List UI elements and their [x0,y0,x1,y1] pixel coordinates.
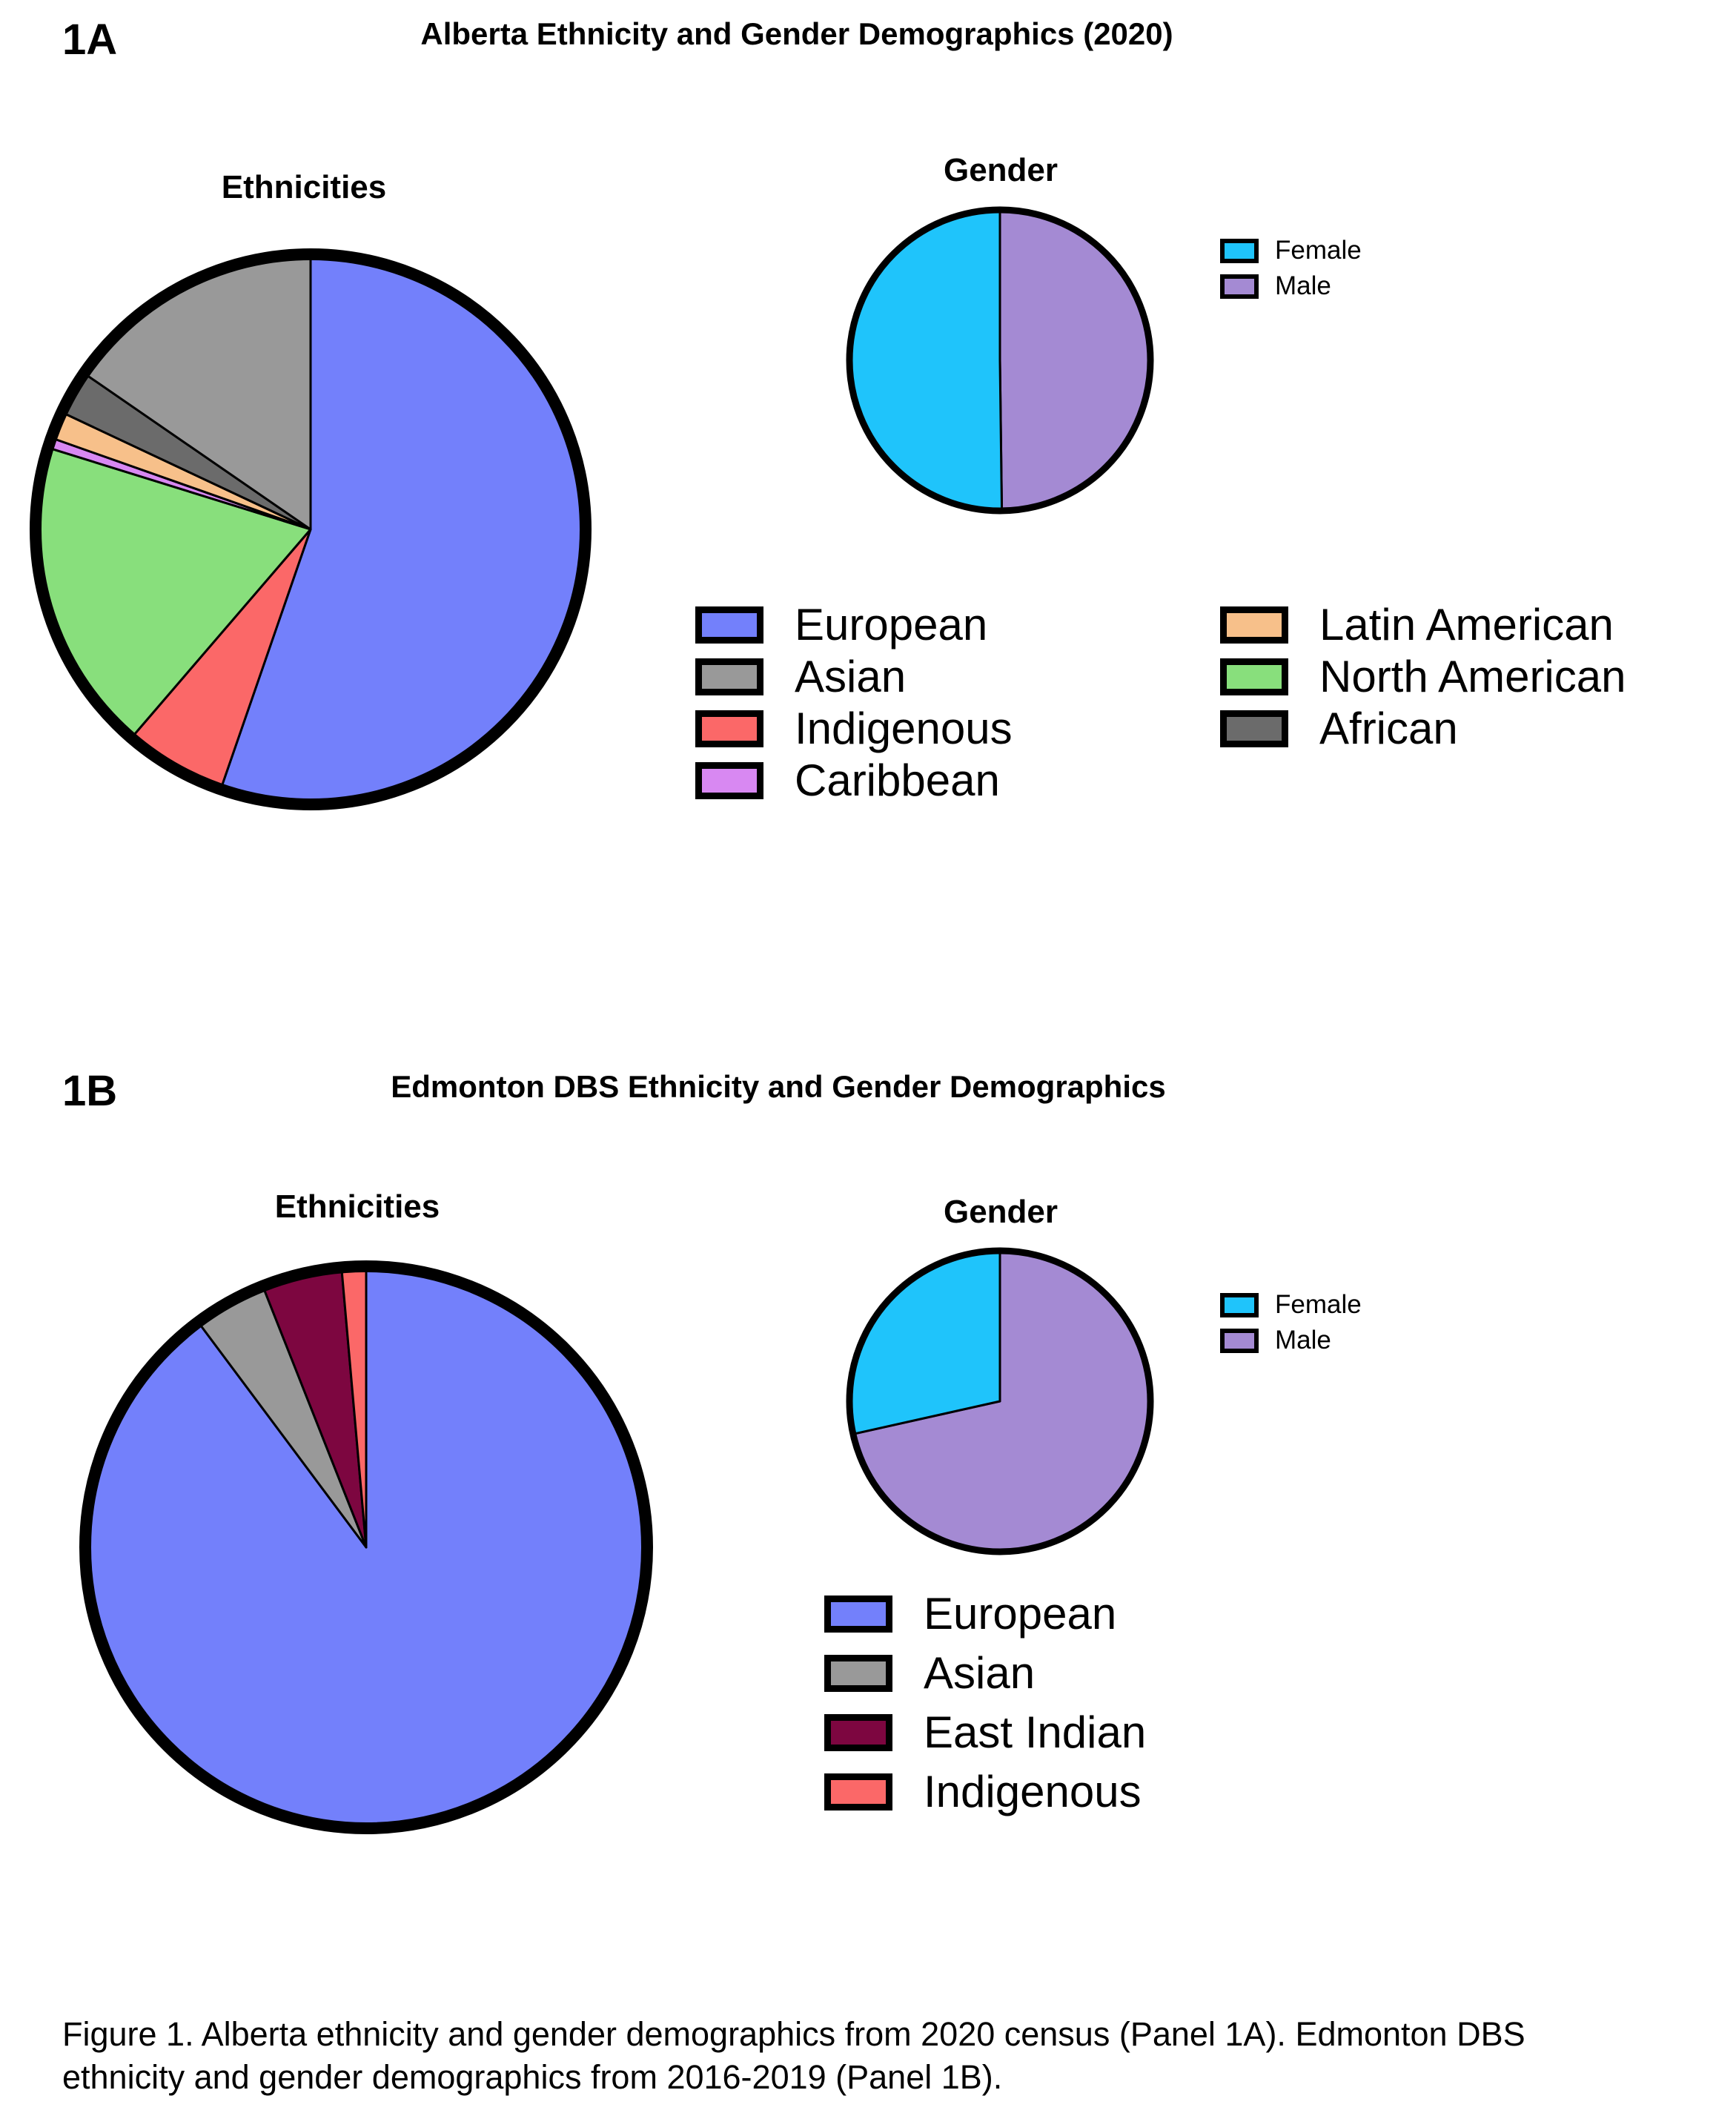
chart-1a-gender-title: Gender [943,152,1059,188]
swatch-african [1220,710,1288,747]
legend-label-east-indian: East Indian [924,1707,1147,1757]
swatch-indigenous [824,1773,892,1811]
legend-item-european: European [695,599,987,650]
chart-1b-ethnicities-title: Ethnicities [274,1188,440,1225]
swatch-female [1220,1292,1259,1317]
pie-slice-female [848,1249,1001,1435]
legend-label-north-american: North American [1319,652,1626,701]
figure-caption: Figure 1. Alberta ethnicity and gender d… [62,2013,1525,2099]
legend-label-caribbean: Caribbean [795,755,1000,805]
swatch-caribbean [695,761,763,799]
pie-1a-gender [846,206,1154,515]
panel-1a-title: Alberta Ethnicity and Gender Demographic… [420,16,1173,51]
swatch-latin-american [1220,606,1288,644]
swatch-east-indian [824,1713,892,1751]
legend-label-indigenous: Indigenous [795,704,1013,753]
chart-1b-gender-title: Gender [943,1194,1059,1230]
swatch-european [824,1595,892,1633]
legend-item-male: Male [1220,271,1331,301]
legend-label-female: Female [1275,1290,1362,1319]
caption-line-1: Figure 1. Alberta ethnicity and gender d… [62,2015,1525,2053]
legend-label-male: Male [1275,271,1331,300]
swatch-indigenous [695,710,763,747]
pie-outline [79,1260,653,1834]
pie-outline [846,206,1154,515]
swatch-male [1220,1328,1259,1353]
legend-label-asian: Asian [924,1648,1036,1698]
legend-item-latin-american: Latin American [1220,599,1614,650]
legend-item-male: Male [1220,1326,1331,1355]
swatch-european [695,606,763,644]
legend-label-european: European [924,1589,1117,1639]
pie-outline [30,248,592,810]
swatch-female [1220,238,1259,263]
legend-label-asian: Asian [795,652,907,701]
pie-1b-ethnicities [79,1260,653,1834]
chart-1a-ethnicities-title: Ethnicities [221,169,387,205]
legend-item-female: Female [1220,1290,1362,1320]
legend-item-indigenous: Indigenous [695,703,1013,754]
legend-item-north-american: North American [1220,651,1626,702]
legend-item-caribbean: Caribbean [695,755,1000,806]
legend-item-female: Female [1220,236,1362,265]
swatch-asian [824,1654,892,1692]
legend-label-female: Female [1275,236,1362,265]
legend-item-african: African [1220,703,1458,754]
legend-item-asian: Asian [824,1647,1035,1699]
panel-1a-label: 1A [62,16,118,64]
legend-item-european: European [824,1588,1116,1639]
legend-item-asian: Asian [695,651,906,702]
swatch-male [1220,274,1259,299]
legend-item-indigenous: Indigenous [824,1766,1142,1817]
legend-item-east-indian: East Indian [824,1707,1146,1758]
legend-label-european: European [795,600,988,649]
panel-1b-title: Edmonton DBS Ethnicity and Gender Demogr… [391,1069,1166,1104]
swatch-north-american [1220,658,1288,695]
caption-line-2: ethnicity and gender demographics from 2… [62,2058,1003,2096]
legend-label-african: African [1319,704,1458,753]
legend-label-indigenous: Indigenous [924,1767,1142,1816]
swatch-asian [695,658,763,695]
legend-label-male: Male [1275,1326,1331,1355]
pie-1a-ethnicities [30,248,592,810]
pie-1b-gender [846,1247,1154,1555]
panel-1b-label: 1B [62,1067,118,1115]
pie-outline [846,1247,1154,1555]
legend-label-latin-american: Latin American [1319,600,1614,649]
